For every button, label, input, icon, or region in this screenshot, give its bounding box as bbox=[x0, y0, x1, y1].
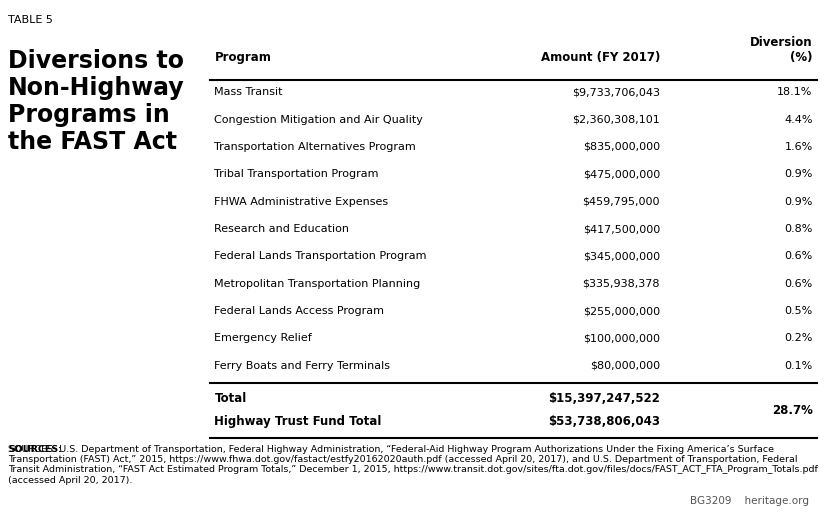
Text: Emergency Relief: Emergency Relief bbox=[214, 333, 312, 344]
Text: $100,000,000: $100,000,000 bbox=[583, 333, 660, 344]
Text: Federal Lands Transportation Program: Federal Lands Transportation Program bbox=[214, 251, 427, 262]
Text: Diversions to
Non-Highway
Programs in
the FAST Act: Diversions to Non-Highway Programs in th… bbox=[8, 49, 185, 154]
Text: $80,000,000: $80,000,000 bbox=[590, 361, 660, 371]
Text: 0.5%: 0.5% bbox=[785, 306, 813, 316]
Text: SOURCES: U.S. Department of Transportation, Federal Highway Administration, “Fed: SOURCES: U.S. Department of Transportati… bbox=[8, 445, 818, 485]
Text: 0.6%: 0.6% bbox=[785, 251, 813, 262]
Text: Mass Transit: Mass Transit bbox=[214, 87, 283, 98]
Text: $15,397,247,522: $15,397,247,522 bbox=[548, 392, 660, 405]
Text: Federal Lands Access Program: Federal Lands Access Program bbox=[214, 306, 384, 316]
Text: Highway Trust Fund Total: Highway Trust Fund Total bbox=[214, 415, 382, 428]
Text: Diversion
(%): Diversion (%) bbox=[750, 37, 813, 64]
Text: $2,360,308,101: $2,360,308,101 bbox=[573, 115, 660, 125]
Text: $475,000,000: $475,000,000 bbox=[582, 169, 660, 180]
Text: Metropolitan Transportation Planning: Metropolitan Transportation Planning bbox=[214, 279, 421, 289]
Text: $9,733,706,043: $9,733,706,043 bbox=[572, 87, 660, 98]
Text: $335,938,378: $335,938,378 bbox=[582, 279, 660, 289]
Text: $835,000,000: $835,000,000 bbox=[583, 142, 660, 152]
Text: FHWA Administrative Expenses: FHWA Administrative Expenses bbox=[214, 197, 389, 207]
Text: 0.9%: 0.9% bbox=[785, 197, 813, 207]
Text: Research and Education: Research and Education bbox=[214, 224, 350, 234]
Text: $417,500,000: $417,500,000 bbox=[582, 224, 660, 234]
Text: $255,000,000: $255,000,000 bbox=[583, 306, 660, 316]
Text: TABLE 5: TABLE 5 bbox=[8, 15, 53, 25]
Text: Total: Total bbox=[214, 392, 247, 405]
Text: SOURCES:: SOURCES: bbox=[8, 445, 62, 454]
Text: 0.6%: 0.6% bbox=[785, 279, 813, 289]
Text: Congestion Mitigation and Air Quality: Congestion Mitigation and Air Quality bbox=[214, 115, 423, 125]
Text: BG3209    heritage.org: BG3209 heritage.org bbox=[690, 496, 808, 506]
Text: 0.2%: 0.2% bbox=[785, 333, 813, 344]
Text: 1.6%: 1.6% bbox=[785, 142, 813, 152]
Text: Program: Program bbox=[214, 52, 271, 64]
Text: 0.1%: 0.1% bbox=[785, 361, 813, 371]
Text: Amount (FY 2017): Amount (FY 2017) bbox=[540, 52, 660, 64]
Text: $459,795,000: $459,795,000 bbox=[582, 197, 660, 207]
Text: Transportation Alternatives Program: Transportation Alternatives Program bbox=[214, 142, 417, 152]
Text: $53,738,806,043: $53,738,806,043 bbox=[548, 415, 660, 428]
Text: Ferry Boats and Ferry Terminals: Ferry Boats and Ferry Terminals bbox=[214, 361, 390, 371]
Text: 0.8%: 0.8% bbox=[785, 224, 813, 234]
Text: 4.4%: 4.4% bbox=[784, 115, 813, 125]
Text: 28.7%: 28.7% bbox=[771, 404, 813, 416]
Text: 18.1%: 18.1% bbox=[777, 87, 813, 98]
Text: Tribal Transportation Program: Tribal Transportation Program bbox=[214, 169, 379, 180]
Text: 0.9%: 0.9% bbox=[785, 169, 813, 180]
Text: $345,000,000: $345,000,000 bbox=[583, 251, 660, 262]
